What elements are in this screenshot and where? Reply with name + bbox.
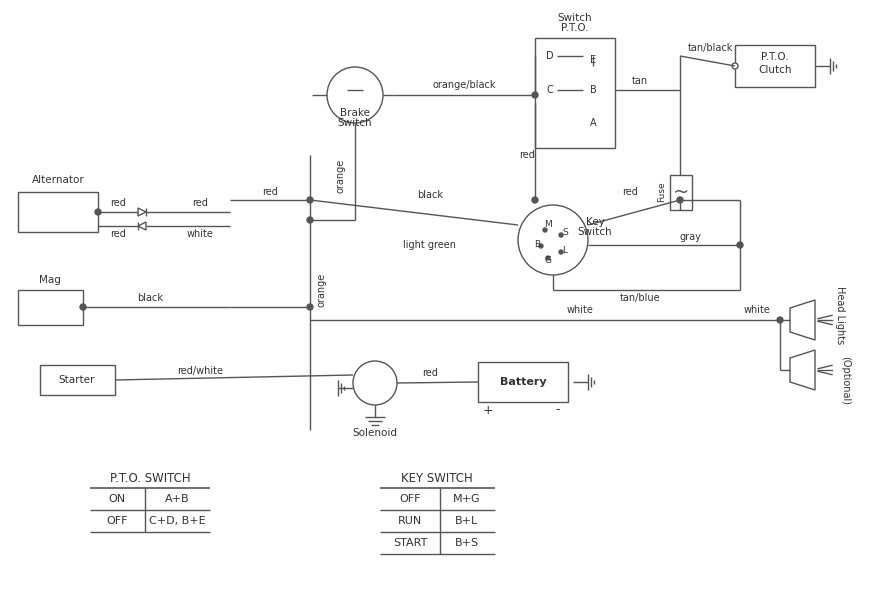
Text: white: white bbox=[186, 229, 213, 239]
Text: orange/black: orange/black bbox=[432, 80, 495, 90]
Text: red: red bbox=[422, 368, 437, 378]
Circle shape bbox=[307, 304, 313, 310]
Circle shape bbox=[543, 228, 546, 232]
Text: tan/black: tan/black bbox=[687, 43, 732, 53]
Text: red: red bbox=[110, 229, 126, 239]
Text: E: E bbox=[589, 55, 595, 65]
Bar bbox=[477, 362, 568, 402]
Circle shape bbox=[676, 197, 682, 203]
Text: Key: Key bbox=[585, 217, 603, 227]
Text: ON: ON bbox=[108, 494, 125, 504]
Text: Fuse: Fuse bbox=[657, 181, 666, 202]
Text: Clutch: Clutch bbox=[757, 65, 791, 75]
Text: A+B: A+B bbox=[164, 494, 190, 504]
Text: -: - bbox=[555, 403, 560, 416]
Polygon shape bbox=[138, 208, 146, 216]
Text: gray: gray bbox=[679, 232, 700, 242]
Polygon shape bbox=[789, 350, 814, 390]
Text: Alternator: Alternator bbox=[31, 175, 84, 185]
Text: Head Lights: Head Lights bbox=[834, 286, 844, 344]
Circle shape bbox=[307, 217, 313, 223]
Text: red/white: red/white bbox=[177, 366, 223, 376]
Text: L: L bbox=[561, 245, 567, 254]
Text: Starter: Starter bbox=[59, 375, 95, 385]
Text: S: S bbox=[561, 227, 567, 237]
Text: Solenoid: Solenoid bbox=[352, 428, 397, 438]
Circle shape bbox=[776, 317, 782, 323]
Text: G: G bbox=[544, 256, 551, 264]
Circle shape bbox=[559, 233, 562, 237]
Text: ~: ~ bbox=[672, 183, 688, 202]
Text: tan/blue: tan/blue bbox=[619, 293, 660, 303]
Text: B+L: B+L bbox=[455, 516, 478, 526]
Text: black: black bbox=[417, 190, 443, 200]
Bar bbox=[40, 365, 114, 395]
Text: Mag: Mag bbox=[39, 275, 61, 285]
Circle shape bbox=[307, 197, 313, 203]
Polygon shape bbox=[138, 222, 146, 230]
Circle shape bbox=[80, 304, 86, 310]
Circle shape bbox=[352, 361, 397, 405]
Text: red: red bbox=[519, 150, 535, 160]
Text: Battery: Battery bbox=[499, 377, 545, 387]
Text: Switch: Switch bbox=[337, 118, 372, 128]
Circle shape bbox=[518, 205, 587, 275]
Text: P.T.O.: P.T.O. bbox=[760, 52, 788, 62]
Bar bbox=[734, 45, 814, 87]
Text: C+D, B+E: C+D, B+E bbox=[148, 516, 205, 526]
Circle shape bbox=[326, 67, 383, 123]
Text: OFF: OFF bbox=[106, 516, 128, 526]
Circle shape bbox=[731, 63, 738, 69]
Text: P.T.O.: P.T.O. bbox=[561, 23, 588, 33]
Bar bbox=[670, 175, 691, 210]
Text: KEY SWITCH: KEY SWITCH bbox=[401, 471, 472, 484]
Bar bbox=[18, 290, 83, 325]
Bar bbox=[18, 192, 97, 232]
Bar bbox=[535, 38, 614, 148]
Text: orange: orange bbox=[335, 159, 346, 193]
Text: orange: orange bbox=[316, 273, 326, 307]
Text: black: black bbox=[137, 293, 163, 303]
Text: +: + bbox=[482, 403, 493, 416]
Circle shape bbox=[531, 92, 537, 98]
Text: Brake: Brake bbox=[340, 108, 369, 118]
Text: OFF: OFF bbox=[399, 494, 420, 504]
Text: P.T.O. SWITCH: P.T.O. SWITCH bbox=[110, 471, 190, 484]
Text: D: D bbox=[545, 51, 553, 61]
Text: START: START bbox=[392, 538, 426, 548]
Text: B+S: B+S bbox=[454, 538, 478, 548]
Text: (Optional): (Optional) bbox=[839, 356, 849, 405]
Text: B: B bbox=[534, 240, 539, 248]
Text: RUN: RUN bbox=[398, 516, 422, 526]
Text: C: C bbox=[546, 85, 552, 95]
Text: tan: tan bbox=[631, 76, 647, 86]
Text: red: red bbox=[192, 198, 207, 208]
Circle shape bbox=[545, 256, 550, 260]
Text: red: red bbox=[110, 198, 126, 208]
Text: red: red bbox=[621, 187, 637, 197]
Circle shape bbox=[95, 209, 101, 215]
Text: light green: light green bbox=[403, 240, 456, 250]
Circle shape bbox=[531, 197, 537, 203]
Text: red: red bbox=[262, 187, 278, 197]
Polygon shape bbox=[789, 300, 814, 340]
Circle shape bbox=[736, 242, 742, 248]
Text: M: M bbox=[544, 219, 552, 229]
Text: B: B bbox=[589, 85, 595, 95]
Text: Switch: Switch bbox=[557, 13, 592, 23]
Text: white: white bbox=[566, 305, 593, 315]
Circle shape bbox=[559, 250, 562, 254]
Text: white: white bbox=[743, 305, 770, 315]
Text: A: A bbox=[589, 118, 595, 128]
Circle shape bbox=[538, 244, 543, 248]
Text: Switch: Switch bbox=[577, 227, 611, 237]
Text: M+G: M+G bbox=[452, 494, 480, 504]
